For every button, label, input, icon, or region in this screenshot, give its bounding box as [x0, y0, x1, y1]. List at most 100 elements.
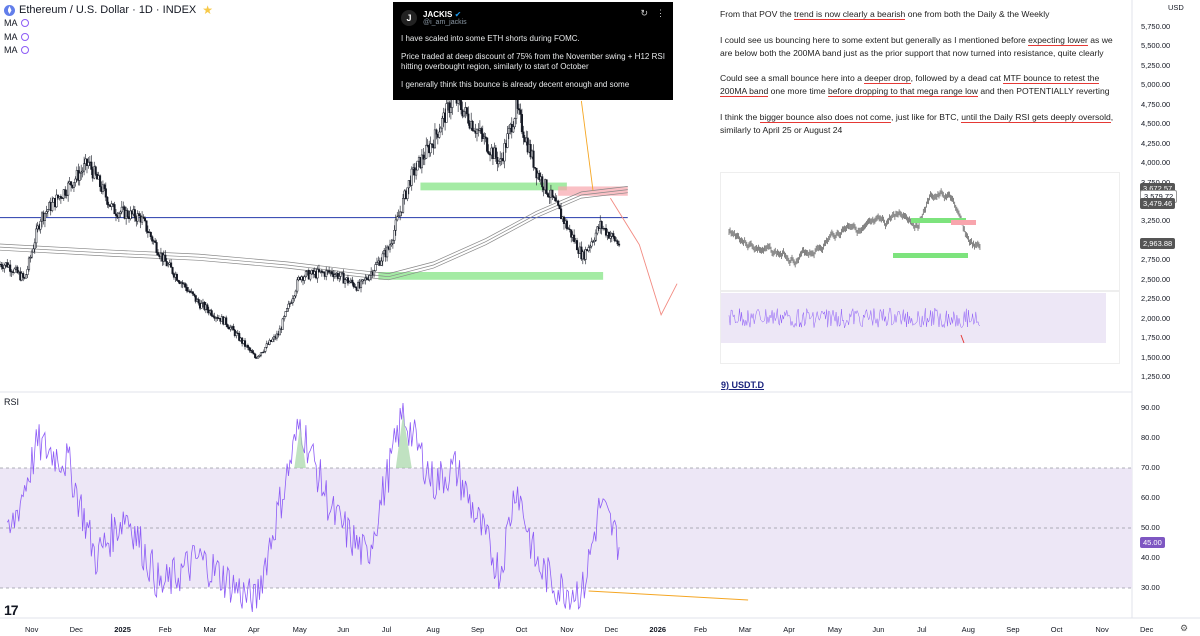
candle-body: [156, 252, 160, 256]
time-tick-label: Jun: [872, 625, 885, 634]
candle-body: [381, 253, 384, 262]
candle-body: [271, 338, 274, 342]
candle-body: [55, 194, 58, 208]
candle-body: [570, 229, 573, 238]
time-tick-label: Apr: [248, 625, 260, 634]
note-paragraph-3: Could see a small bounce here into a dee…: [720, 73, 1110, 98]
candle-body: [98, 175, 102, 187]
candle-body: [69, 181, 73, 186]
candle-body: [114, 213, 118, 216]
tweet-paragraph: Price traded at deep discount of 75% fro…: [401, 52, 665, 71]
time-tick-label: May: [292, 625, 307, 634]
candle-body: [393, 230, 396, 241]
candle-body: [330, 271, 334, 275]
candle-body: [415, 169, 418, 176]
loading-icon: [20, 46, 29, 54]
currency-label[interactable]: USD: [1168, 3, 1184, 12]
candle-body: [294, 290, 297, 297]
indicator-ma-1[interactable]: MA: [4, 18, 29, 28]
candle-body: [339, 272, 342, 277]
candle-body: [352, 282, 355, 288]
candle-body: [462, 111, 465, 117]
verified-badge-icon: ✔: [454, 10, 462, 19]
indicator-ma-2[interactable]: MA: [4, 32, 29, 42]
candle-body: [22, 273, 25, 278]
candle-body: [103, 184, 106, 189]
candle-body: [104, 188, 107, 198]
candle-body: [283, 316, 286, 320]
time-tick-label: Mar: [738, 625, 752, 634]
candle-body: [175, 274, 178, 281]
tweet-handle[interactable]: @i_am_jackis: [423, 19, 467, 26]
rsi-tick-label: 70.00: [1141, 463, 1160, 472]
candle-body: [480, 128, 483, 134]
candle-body: [604, 227, 608, 236]
candle-body: [499, 158, 502, 162]
candle-body: [496, 156, 499, 165]
candle-body: [590, 241, 593, 247]
candle-body: [94, 166, 97, 175]
time-tick-label: Sep: [1006, 625, 1020, 634]
candle-body: [181, 282, 184, 285]
candle-body: [64, 189, 67, 196]
price-tag: 2,963.88: [1140, 237, 1176, 249]
candle-body: [516, 99, 519, 109]
candle-body: [394, 219, 397, 231]
candle-body: [248, 347, 251, 351]
symbol-header[interactable]: Ethereum / U.S. Dollar · 1D · INDEX ★: [4, 3, 213, 17]
candle-body: [59, 196, 62, 199]
avatar[interactable]: J: [401, 10, 417, 26]
candle-body: [27, 257, 31, 270]
tradingview-logo-icon[interactable]: 17: [4, 602, 19, 618]
support-zone: [378, 272, 604, 280]
section-title[interactable]: 9) USDT.D: [721, 380, 765, 390]
refresh-icon[interactable]: ↻: [640, 8, 648, 18]
candle-body: [170, 262, 173, 268]
candle-body: [25, 274, 28, 279]
rsi-series: [6, 402, 620, 613]
candle-body: [119, 211, 122, 214]
time-tick-label: Mar: [203, 625, 217, 634]
tweet-author-name[interactable]: JACKIS: [423, 10, 453, 19]
mini-arrow: [960, 334, 965, 344]
candle-body: [562, 216, 566, 224]
candle-body: [13, 268, 16, 273]
candle-body: [609, 236, 612, 239]
tweet-card: J JACKIS ✔ @i_am_jackis ↻ ⋮ I have scaled…: [393, 2, 673, 100]
price-tick-label: 1,750.00: [1141, 333, 1171, 343]
candle-body: [607, 231, 610, 239]
price-tick-label: 2,750.00: [1141, 255, 1171, 265]
indicator-ma-3[interactable]: MA: [4, 45, 29, 55]
gear-icon[interactable]: ⚙: [1180, 623, 1189, 633]
candle-body: [145, 220, 148, 232]
candle-body: [249, 349, 252, 352]
candle-body: [380, 260, 383, 266]
candle-body: [281, 318, 284, 330]
rsi-tick-label: 50.00: [1141, 523, 1160, 532]
candle-body: [320, 270, 323, 273]
candle-body: [422, 154, 425, 160]
candle-body: [554, 197, 557, 202]
more-icon[interactable]: ⋮: [656, 8, 665, 18]
candle-body: [126, 210, 129, 218]
candle-body: [120, 206, 123, 213]
time-tick-label: Nov: [560, 625, 574, 634]
star-icon[interactable]: ★: [202, 3, 214, 17]
candle-body: [112, 203, 115, 205]
candle-body: [39, 220, 42, 230]
candle-body: [164, 254, 167, 262]
candle-body: [388, 244, 392, 250]
candle-body: [475, 129, 479, 134]
candle-body: [497, 161, 500, 165]
candle-body: [193, 293, 196, 296]
candle-body: [16, 266, 19, 274]
mini-rsi-line: [728, 307, 981, 329]
candle-body: [138, 213, 141, 216]
tweet-header: J JACKIS ✔ @i_am_jackis ↻ ⋮: [401, 6, 665, 30]
time-tick-label: Feb: [694, 625, 707, 634]
time-tick-label: Jun: [337, 625, 350, 634]
underlined-text: bigger bounce also does not come: [759, 111, 892, 123]
candle-body: [573, 234, 576, 242]
time-tick-label: Aug: [426, 625, 440, 634]
